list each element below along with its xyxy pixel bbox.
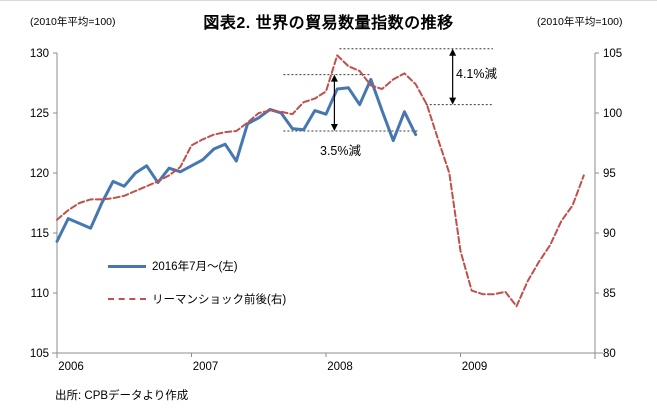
left-axis-tick-label: 120 bbox=[30, 168, 49, 180]
annotation-4-1-percent-decline: 4.1%減 bbox=[456, 67, 497, 81]
left-axis-tick-label: 115 bbox=[31, 228, 49, 240]
right-axis-tick-label: 100 bbox=[603, 108, 622, 120]
right-axis-tick-label: 80 bbox=[603, 348, 616, 360]
arrow-head-down-0 bbox=[330, 124, 338, 131]
left-axis-tick-label: 110 bbox=[31, 288, 49, 300]
left-axis-tick-label: 105 bbox=[30, 348, 49, 360]
annotation-3-5-percent-decline: 3.5%減 bbox=[320, 144, 361, 158]
source-note: 出所: CPBデータより作成 bbox=[55, 390, 189, 402]
right-axis-tick-label: 105 bbox=[603, 48, 622, 60]
arrow-head-up-1 bbox=[449, 48, 457, 56]
right-axis-unit-note: (2010年平均=100) bbox=[537, 16, 623, 28]
arrow-head-down-1 bbox=[449, 97, 457, 105]
red-dashed-line-sample bbox=[108, 298, 146, 300]
left-axis-tick-label: 125 bbox=[30, 108, 49, 120]
x-axis-year-label: 2007 bbox=[193, 361, 219, 373]
x-axis-year-label: 2008 bbox=[327, 361, 353, 373]
legend-label-lehman: リーマンショック前後(右) bbox=[152, 294, 287, 306]
left-axis-tick-label: 130 bbox=[30, 48, 49, 60]
lehman-period-line bbox=[56, 54, 585, 308]
right-axis-tick-label: 90 bbox=[603, 228, 616, 240]
arrow-head-up-0 bbox=[330, 74, 338, 82]
blue-solid-line-sample bbox=[108, 264, 146, 268]
legend: 2016年7月～(左) リーマンショック前後(右) bbox=[108, 258, 286, 324]
recent-period-line bbox=[55, 77, 418, 243]
legend-label-recent: 2016年7月～(左) bbox=[152, 261, 238, 273]
legend-item-lehman: リーマンショック前後(右) bbox=[108, 291, 286, 307]
x-axis-year-label: 2006 bbox=[58, 361, 84, 373]
right-axis-tick-label: 85 bbox=[603, 288, 616, 300]
left-axis-unit-note: (2010年平均=100) bbox=[30, 16, 116, 28]
right-axis-tick-label: 95 bbox=[603, 168, 616, 180]
chart-title: 図表2. 世界の貿易数量指数の推移 bbox=[203, 15, 454, 32]
legend-item-recent: 2016年7月～(左) bbox=[108, 258, 286, 274]
x-axis-year-label: 2009 bbox=[462, 361, 488, 373]
